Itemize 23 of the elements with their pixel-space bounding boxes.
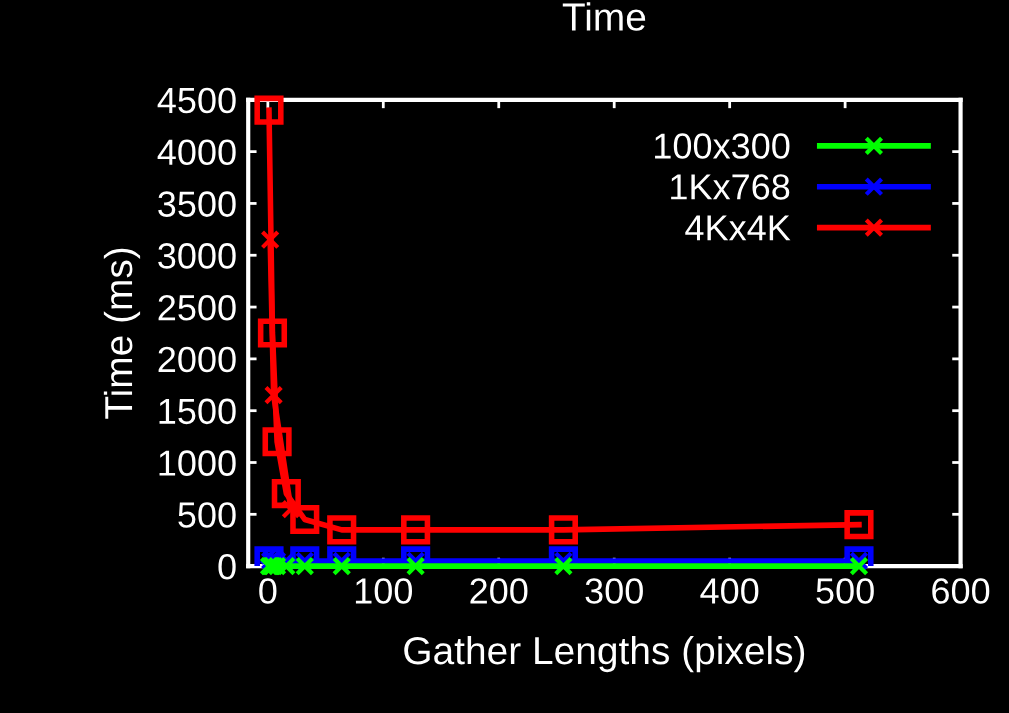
x-tick-label: 500 xyxy=(816,578,874,604)
y-tick-label: 500 xyxy=(178,502,236,528)
x-axis-title: Gather Lengths (pixels) xyxy=(404,635,805,673)
y-tick-label: 3500 xyxy=(158,191,236,217)
y-tick-label: 1000 xyxy=(159,450,236,476)
y-tick-label: 0 xyxy=(218,553,236,580)
legend-label: 1Kx768 xyxy=(671,174,790,200)
y-tick-label: 4500 xyxy=(157,87,236,114)
legend-label: 100x300 xyxy=(655,133,790,159)
x-tick-label: 0 xyxy=(259,578,277,604)
chart-title: Time xyxy=(562,2,646,31)
y-axis-title: Time (ms) xyxy=(103,248,141,419)
x-tick-label: 600 xyxy=(932,578,990,604)
y-tick-label: 3000 xyxy=(158,243,236,269)
y-tick-label: 1500 xyxy=(159,398,236,425)
x-tick-label: 300 xyxy=(585,578,643,604)
y-tick-label: 4000 xyxy=(157,139,236,166)
legend-label: 4Kx4K xyxy=(685,215,791,241)
y-tick-label: 2000 xyxy=(158,346,236,373)
x-tick-label: 200 xyxy=(470,578,528,604)
x-tick-label: 400 xyxy=(700,578,759,604)
y-tick-label: 2500 xyxy=(158,294,236,321)
x-tick-label: 100 xyxy=(355,578,413,604)
